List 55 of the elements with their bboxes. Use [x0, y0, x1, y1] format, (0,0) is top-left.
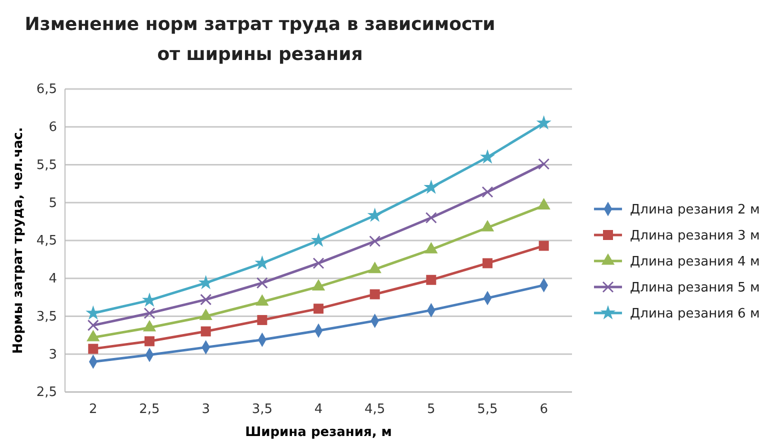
point	[369, 236, 381, 248]
point	[424, 180, 439, 194]
x-tick-label: 6	[540, 402, 548, 418]
point	[200, 326, 211, 336]
x-tick-label: 5	[427, 402, 436, 418]
legend-label: Длина резания 2 м	[630, 202, 760, 218]
y-tick-label: 5,5	[36, 158, 57, 173]
y-tick-label: 3,5	[36, 309, 57, 324]
legend-label: Длина резания 4 м	[630, 254, 760, 270]
y-tick-label: 6,5	[36, 82, 57, 98]
point	[368, 262, 382, 274]
point	[254, 255, 270, 270]
point	[310, 232, 326, 247]
point	[200, 294, 212, 306]
y-tick-label: 2,5	[36, 385, 57, 400]
chart-title: Изменение норм затрат труда в зависимости от ширины резания	[24, 14, 496, 65]
y-tick-label: 3	[48, 347, 57, 362]
y-tick-label: 4,5	[36, 234, 57, 249]
x-tick-label: 4	[314, 402, 323, 418]
point	[370, 289, 380, 300]
x-tick-label: 4,5	[364, 402, 386, 418]
point	[312, 279, 326, 291]
y-tick-label: 4	[48, 272, 57, 287]
x-tick-label: 3	[202, 402, 210, 418]
legend-label: Длина резания 6 м	[630, 306, 760, 322]
x-tick-label: 3,5	[252, 402, 273, 418]
point	[538, 240, 549, 251]
y-tick-label: 5	[48, 196, 57, 211]
point	[538, 158, 550, 170]
y-axis-title: Нормы затрат труда, чел.час.	[11, 127, 26, 354]
x-axis-title: Ширина резания, м	[245, 425, 392, 440]
legend-label: Длина резания 5 м	[630, 280, 760, 296]
point	[312, 257, 324, 269]
point	[257, 315, 268, 326]
point	[536, 115, 552, 130]
point	[86, 305, 101, 320]
point	[482, 186, 494, 198]
point	[144, 307, 156, 319]
x-tick-label: 5,5	[477, 402, 498, 418]
point	[480, 220, 494, 232]
point	[426, 274, 436, 285]
y-tick-label: 6	[48, 120, 57, 136]
point	[88, 344, 98, 354]
point	[482, 258, 492, 268]
legend-label: Длина резания 3 м	[630, 228, 760, 244]
point	[144, 336, 154, 346]
point	[256, 277, 268, 289]
x-tick-label: 2	[89, 402, 98, 418]
x-tick-label: 2,5	[139, 402, 160, 418]
point	[87, 320, 99, 332]
point	[537, 198, 550, 210]
point	[480, 149, 496, 164]
point	[425, 212, 437, 224]
point	[314, 304, 324, 314]
point	[367, 208, 382, 222]
